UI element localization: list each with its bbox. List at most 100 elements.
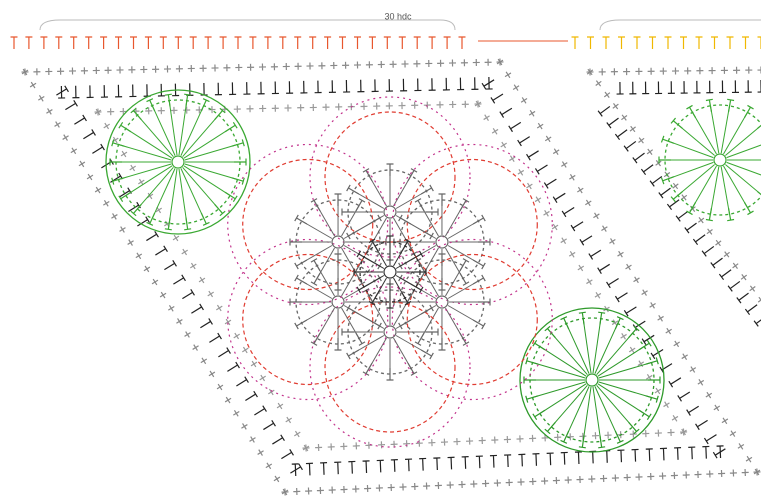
dc-black (334, 461, 342, 475)
sc-gray (612, 103, 619, 110)
sc-gray (401, 60, 409, 68)
green-motif-spoke (582, 318, 592, 374)
sc-gray (377, 60, 385, 69)
sc-gray (591, 432, 600, 440)
green-motif-stitch (118, 191, 132, 203)
sc-gray (512, 84, 520, 91)
dc-black (343, 79, 351, 93)
dc-black (552, 192, 566, 203)
sc-gray (172, 234, 180, 242)
dc-black (371, 79, 379, 93)
dc-black (447, 456, 455, 470)
dc-black (719, 80, 727, 94)
hdc-yellow (649, 36, 656, 49)
sc-gray (389, 60, 397, 68)
dc-black (157, 83, 165, 97)
sc-gray (647, 472, 655, 481)
dc-black (428, 78, 436, 91)
dc-black (348, 460, 356, 474)
sc-gray (642, 430, 650, 438)
sc-gray (242, 346, 249, 354)
sc-gray (138, 178, 145, 186)
sc-gray (694, 470, 702, 479)
sc-gray (733, 66, 741, 74)
dc-black (56, 85, 69, 96)
sc-gray (116, 66, 124, 74)
green-motif-center (585, 373, 599, 387)
green-motif-stitch (532, 409, 546, 421)
dc-black (606, 278, 619, 289)
sc-gray (680, 428, 688, 436)
green-motif-spoke (125, 128, 173, 159)
hdc-red (309, 36, 317, 49)
dc-black (65, 100, 78, 111)
sc-gray (285, 416, 292, 424)
sc-gray (729, 430, 737, 437)
petal-red (242, 253, 374, 386)
green-motif-spoke (178, 100, 188, 156)
center-ring-stitch (386, 235, 394, 248)
sc-gray (516, 435, 524, 443)
dc-black (320, 462, 328, 475)
sc-gray (192, 344, 199, 351)
gray-petal-stitch (472, 319, 486, 330)
sc-gray (294, 430, 301, 438)
sc-gray (247, 63, 255, 71)
green-motif-stitch (130, 203, 142, 217)
sc-gray (70, 147, 78, 155)
green-motif-outer (105, 89, 251, 235)
dc-black (115, 84, 123, 98)
green-motif-spoke (723, 112, 748, 155)
sc-gray (94, 186, 102, 194)
sc-gray (629, 125, 636, 133)
gray-petal-stitch (310, 272, 321, 286)
sc-gray (411, 482, 419, 491)
sc-gray (671, 415, 679, 422)
hdc-red (443, 36, 451, 49)
sc-gray (529, 434, 537, 442)
green-motif-center (713, 153, 727, 167)
green-motif-stitch (231, 139, 245, 147)
dc-black (693, 80, 701, 94)
dc-black (692, 234, 706, 246)
green-motif-outer (519, 307, 665, 453)
green-motif-spoke (692, 112, 717, 155)
green-motif-spoke (180, 168, 205, 219)
sc-gray (620, 333, 627, 340)
dc-black (290, 463, 303, 474)
sc-gray (554, 433, 562, 441)
dc-black (695, 419, 708, 431)
sc-gray (423, 482, 431, 490)
dc-black (405, 458, 413, 472)
dc-black (623, 140, 637, 152)
sc-gray (611, 474, 619, 482)
sc-gray (375, 484, 383, 492)
sc-gray (322, 103, 330, 111)
sc-gray (223, 64, 231, 72)
count-bracket (39, 19, 456, 31)
green-motif-stitch (648, 376, 661, 384)
sc-gray (621, 114, 628, 121)
sc-gray (428, 439, 436, 447)
sc-gray (470, 480, 478, 488)
sc-gray (611, 319, 619, 326)
green-motif-spoke (677, 124, 715, 156)
sc-gray (127, 239, 134, 246)
sc-gray (187, 64, 195, 73)
center-ring-stitch (356, 283, 370, 294)
gray-petal-stitch (426, 208, 439, 216)
dc-black (137, 216, 150, 227)
hdc-yellow (602, 36, 610, 49)
green-motif-spoke (532, 362, 586, 379)
green-motif-spoke (726, 144, 761, 159)
sc-gray (689, 366, 697, 373)
gray-petal-stitch (420, 349, 434, 360)
sc-gray (484, 58, 492, 66)
sc-gray (309, 103, 317, 112)
dc-black (686, 405, 700, 416)
sc-gray (504, 71, 512, 79)
dc-black (314, 80, 322, 94)
gray-petal-stitch (414, 332, 425, 346)
dc-black (504, 454, 512, 468)
green-motif-spoke (183, 128, 231, 159)
